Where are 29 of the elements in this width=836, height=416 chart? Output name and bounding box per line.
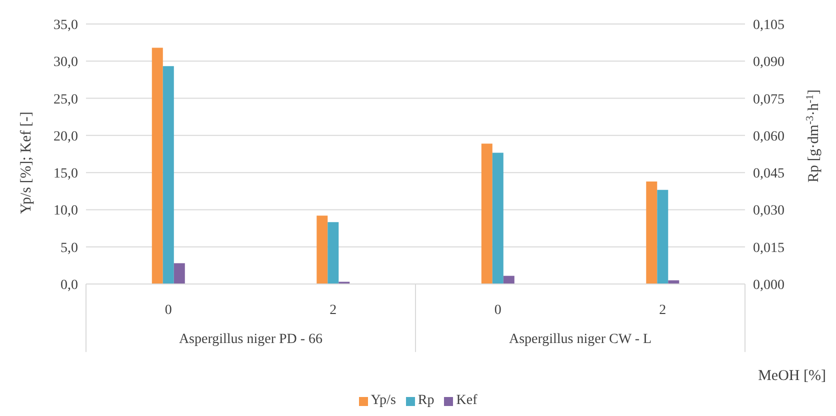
y2-tick-label: 0,075 (753, 92, 784, 108)
y-tick-label: 30,0 (54, 55, 78, 70)
text: Aspergillus niger CW - L (508, 332, 652, 347)
y2-tick-label: 0,015 (753, 240, 784, 256)
y2-tick-label: 0,000 (753, 278, 784, 293)
y-tick-label: 0,0 (60, 278, 78, 293)
y-tick-label: 15,0 (54, 166, 78, 182)
y-tick-label: 25,0 (54, 92, 78, 108)
y-tick-label: 20,0 (54, 129, 78, 144)
y2-tick-label: 0,060 (753, 129, 784, 144)
x-tick-label: 2 (330, 303, 337, 318)
bar (174, 263, 185, 284)
y2-tick-label: 0,090 (753, 55, 784, 70)
bar (503, 276, 514, 284)
x-axis-title: MeOH [%] (757, 368, 827, 385)
y2-tick-label: 0,105 (753, 18, 784, 33)
x-tick-label: 2 (659, 303, 666, 318)
text: Aspergillus niger PD - 66 (178, 332, 323, 347)
legend-label: Yp/s (370, 393, 396, 409)
x-tick-label: 0 (164, 303, 172, 318)
legend-label: Kef (456, 393, 478, 409)
y-tick-label: 5,0 (60, 240, 78, 256)
y2-tick-label: 0,030 (753, 204, 784, 219)
y-axis-title: Yp/s [%]; Kef [-] (18, 112, 34, 214)
x-tick-label: 0 (494, 303, 502, 318)
y-tick-label: 35,0 (54, 18, 78, 33)
legend-label: Rp (418, 393, 434, 409)
y-tick-label: 10,0 (54, 204, 78, 219)
y2-tick-label: 0,045 (753, 166, 784, 182)
